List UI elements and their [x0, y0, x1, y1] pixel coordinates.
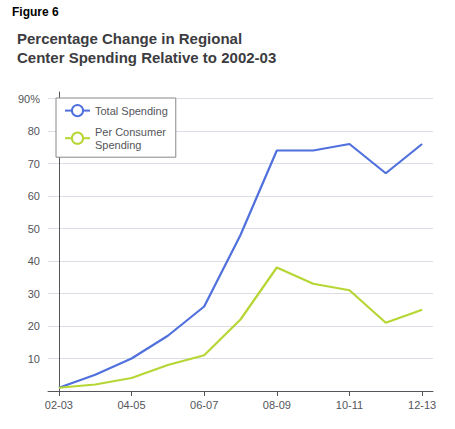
svg-text:50: 50	[28, 223, 40, 235]
svg-text:08-09: 08-09	[263, 399, 291, 411]
svg-text:80: 80	[28, 125, 40, 137]
svg-text:12-13: 12-13	[408, 399, 436, 411]
svg-text:02-03: 02-03	[45, 399, 73, 411]
svg-text:Percentage Change in Regional: Percentage Change in Regional	[17, 30, 242, 47]
svg-text:Figure 6: Figure 6	[12, 5, 59, 19]
svg-text:06-07: 06-07	[190, 399, 218, 411]
svg-text:04-05: 04-05	[117, 399, 145, 411]
svg-text:40: 40	[28, 255, 40, 267]
svg-text:Spending: Spending	[95, 139, 142, 151]
svg-text:30: 30	[28, 288, 40, 300]
svg-text:10-11: 10-11	[336, 399, 363, 411]
svg-text:20: 20	[28, 320, 40, 332]
svg-text:70: 70	[28, 158, 40, 170]
svg-text:60: 60	[28, 190, 40, 202]
svg-text:Total Spending: Total Spending	[95, 105, 168, 117]
svg-text:Per Consumer: Per Consumer	[95, 126, 166, 138]
svg-text:90%: 90%	[18, 93, 40, 105]
svg-text:10: 10	[28, 353, 40, 365]
svg-text:Center Spending Relative to 20: Center Spending Relative to 2002-03	[17, 49, 276, 66]
